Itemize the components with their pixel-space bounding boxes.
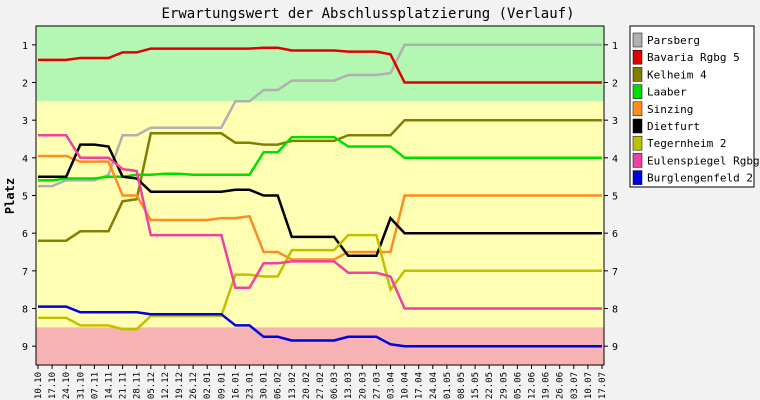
x-tick-label: 15.05 — [471, 372, 481, 399]
legend-swatch — [632, 67, 643, 82]
x-tick-label: 16.01 — [231, 372, 241, 399]
legend-swatch — [632, 170, 643, 185]
y-tick-label: 9 — [22, 342, 28, 353]
y-ticks-left: 1 2 3 4 5 6 7 8 9 — [22, 41, 36, 353]
x-tick-label: 28.11 — [133, 372, 143, 399]
series-line — [38, 118, 602, 242]
x-tick-label: 05.06 — [513, 372, 523, 399]
x-tick-label: 19.06 — [542, 372, 552, 399]
x-tick-label: 30.01 — [260, 372, 270, 399]
y-tick-label: 5 — [22, 192, 28, 203]
legend-swatch — [632, 153, 643, 168]
x-tick-label: 10.04 — [401, 372, 411, 399]
legend-swatch — [632, 49, 643, 65]
x-tick-label: 27.02 — [316, 372, 326, 399]
y-tick-label: 1 — [22, 41, 28, 52]
x-tick-label: 05.12 — [147, 372, 157, 399]
y-tick-label: 4 — [22, 154, 28, 165]
x-tick-label: 03.04 — [387, 372, 397, 399]
x-tick-label: 01.05 — [443, 372, 453, 399]
y-tick-label: 2 — [22, 79, 28, 90]
legend-box — [629, 25, 755, 188]
series-line — [38, 305, 602, 348]
legend-swatch — [632, 101, 643, 117]
y-tick-label: 3 — [22, 116, 28, 127]
zone-band — [36, 101, 604, 328]
series-line — [38, 43, 602, 188]
x-tick-label: 24.04 — [429, 372, 439, 399]
zone-band — [36, 26, 604, 102]
x-tick-label: 10.07 — [584, 372, 594, 399]
x-tick-label: 03.07 — [570, 372, 580, 399]
x-tick-label: 26.06 — [556, 372, 566, 399]
x-tick-label: 13.02 — [288, 372, 298, 399]
y-tick-label-right: 8 — [612, 305, 618, 316]
x-tick-label: 23.01 — [246, 372, 256, 399]
legend-swatch — [632, 118, 643, 134]
x-tick-label: 17.07 — [598, 372, 608, 399]
series-line — [38, 143, 602, 258]
y-tick-label-right: 2 — [612, 79, 618, 90]
legend-label: Sinzing — [647, 103, 693, 116]
x-tick-label: 06.03 — [330, 372, 340, 399]
y-tick-label-right: 4 — [612, 154, 618, 165]
x-tick-label: 08.05 — [457, 372, 467, 399]
legend-label: Bavaria Rgbg 5 — [647, 51, 740, 64]
series-line — [38, 154, 602, 261]
legend-label: Eulenspiegel Rgbg — [647, 154, 760, 167]
legend-label: Parsberg — [647, 34, 700, 47]
x-tick-label: 24.10 — [62, 372, 72, 399]
x-tick-label: 31.10 — [76, 372, 86, 399]
series-lines — [38, 43, 602, 348]
y-ticks-right: 1 2 3 4 5 6 7 8 9 — [604, 41, 618, 353]
x-tick-label: 07.11 — [90, 372, 100, 399]
y-tick-label-right: 5 — [612, 192, 618, 203]
x-tick-label: 10.10 — [34, 372, 44, 399]
x-tick-label: 09.01 — [217, 372, 227, 399]
x-tick-label: 12.06 — [528, 372, 538, 399]
x-tick-label: 29.05 — [499, 372, 509, 399]
y-tick-label-right: 3 — [612, 116, 618, 127]
y-tick-label: 6 — [22, 229, 28, 240]
x-tick-label: 26.12 — [189, 372, 199, 399]
legend: Parsberg Bavaria Rgbg 5 Kelheim 4 Laaber Sin… — [629, 25, 760, 188]
x-tick-label: 19.12 — [175, 372, 185, 399]
legend-label: Burglengenfeld 2 — [647, 172, 753, 185]
x-tick-label: 14.11 — [105, 372, 115, 399]
background-zones — [36, 26, 604, 365]
x-tick-label: 21.11 — [119, 372, 129, 399]
series-line — [38, 46, 602, 84]
x-tick-label: 20.03 — [358, 372, 368, 399]
y-tick-label: 7 — [22, 267, 28, 278]
legend-label: Kelheim 4 — [647, 68, 707, 81]
x-tick-label: 17.04 — [415, 372, 425, 399]
series-line — [38, 233, 602, 331]
x-tick-label: 20.02 — [302, 372, 312, 399]
y-tick-label-right: 9 — [612, 342, 618, 353]
legend-swatch — [632, 32, 643, 48]
y-tick-label-right: 1 — [612, 41, 618, 52]
legend-label: Laaber — [647, 86, 687, 99]
x-tick-label: 17.10 — [48, 372, 58, 399]
y-tick-label-right: 7 — [612, 267, 618, 278]
y-tick-label: 8 — [22, 305, 28, 316]
x-tick-label: 22.05 — [485, 372, 495, 399]
legend-label: Tegernheim 2 — [647, 137, 726, 150]
x-tick-label: 02.01 — [203, 372, 213, 399]
x-tick-label: 27.03 — [372, 372, 382, 399]
y-tick-label-right: 6 — [612, 229, 618, 240]
y-axis-label: Platz — [3, 178, 17, 214]
chart-title: Erwartungswert der Abschlussplatzierung … — [161, 6, 574, 22]
legend-swatch — [632, 135, 643, 151]
series-line — [38, 135, 602, 182]
x-tick-label: 12.12 — [161, 372, 171, 399]
legend-swatch — [632, 84, 643, 99]
legend-label: Dietfurt — [647, 120, 700, 133]
x-ticks: 10.10 17.10 24.10 31.10 07.11 14.11 21.11 28.11… — [34, 365, 608, 399]
x-tick-label: 13.03 — [344, 372, 354, 399]
x-tick-label: 06.02 — [274, 372, 284, 399]
series-line — [38, 133, 602, 310]
